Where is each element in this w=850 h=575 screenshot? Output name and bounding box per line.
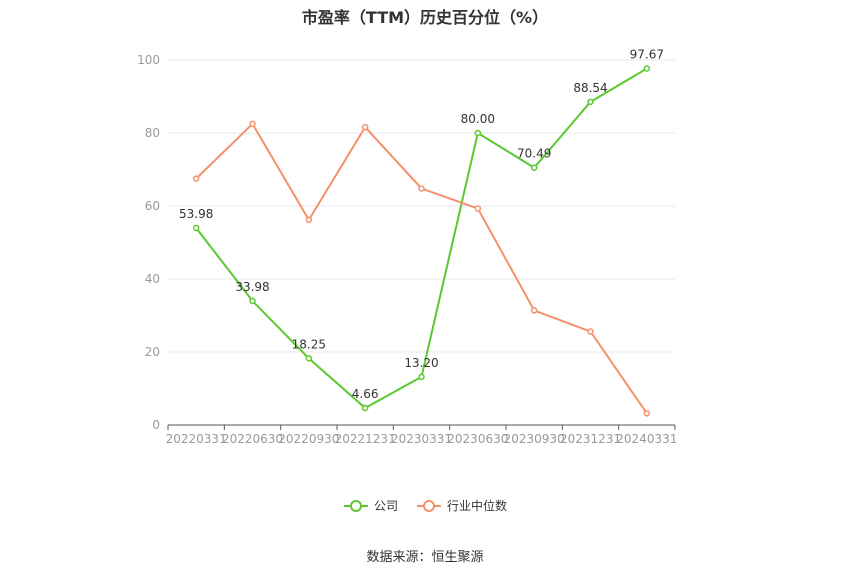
- data-label: 33.98: [235, 280, 269, 294]
- data-label: 70.49: [517, 147, 551, 161]
- data-label: 97.67: [630, 48, 664, 62]
- data-point: [361, 123, 369, 131]
- series-line-1: [195, 122, 648, 414]
- data-label: 4.66: [352, 387, 379, 401]
- data-point: [192, 224, 200, 232]
- y-tick-label: 80: [145, 126, 160, 140]
- data-point: [361, 404, 369, 412]
- legend-label-company: 公司: [373, 499, 398, 513]
- y-tick-label: 0: [152, 418, 160, 432]
- data-point: [587, 98, 594, 106]
- y-tick-label: 60: [145, 199, 160, 213]
- legend-item-company[interactable]: 公司: [343, 497, 398, 514]
- y-tick-label: 40: [145, 272, 160, 286]
- data-source: 数据来源：恒生聚源: [366, 550, 484, 565]
- x-tick-label: 20220930: [278, 432, 339, 446]
- x-tick-label: 20230630: [447, 432, 508, 446]
- data-point: [305, 216, 313, 224]
- data-point: [587, 328, 594, 335]
- data-label: 88.54: [573, 81, 607, 95]
- data-point: [192, 175, 200, 182]
- line-chart: 0 20 40 60 80 100 2022033120220630202209302022…: [137, 48, 677, 446]
- data-point: [418, 373, 425, 381]
- legend: 公司 行业中位数: [0, 497, 850, 514]
- data-point: [643, 410, 651, 417]
- data-label: 13.20: [404, 356, 438, 370]
- y-tick-label: 100: [137, 53, 160, 67]
- x-tick-label: 20230930: [504, 432, 565, 446]
- x-tick-label: 20221231: [335, 432, 396, 446]
- axes: 0 20 40 60 80 100 2022033120220630202209302022…: [137, 53, 677, 446]
- legend-marker-company: [343, 499, 368, 512]
- data-label: 53.98: [179, 207, 213, 221]
- x-tick-label: 20240331: [616, 432, 677, 446]
- legend-item-industry-median[interactable]: 行业中位数: [416, 497, 507, 514]
- data-point: [474, 205, 482, 212]
- data-labels: 53.98 33.98 18.25 4.66 13.20 80.00 70.49 88.54 9…: [179, 48, 664, 401]
- data-point: [305, 355, 313, 362]
- data-point: [249, 297, 256, 305]
- x-tick-label: 20220331: [166, 432, 227, 446]
- data-point: [530, 164, 538, 171]
- series: [192, 65, 651, 417]
- x-tick-label: 20231231: [560, 432, 621, 446]
- data-point: [530, 307, 538, 314]
- x-tick-label: 20230331: [391, 432, 452, 446]
- data-label: 80.00: [461, 112, 495, 126]
- data-point: [418, 185, 425, 192]
- chart-title: 市盈率（TTM）历史百分位（%）: [301, 8, 549, 27]
- data-point: [474, 129, 482, 137]
- x-tick-label: 20220630: [222, 432, 283, 446]
- data-point: [249, 120, 256, 128]
- data-label: 18.25: [292, 337, 326, 351]
- data-point: [643, 65, 651, 72]
- y-tick-label: 20: [145, 345, 160, 359]
- legend-marker-industry-median: [417, 499, 441, 512]
- grid-lines: [168, 59, 675, 353]
- legend-label-industry-median: 行业中位数: [447, 499, 508, 513]
